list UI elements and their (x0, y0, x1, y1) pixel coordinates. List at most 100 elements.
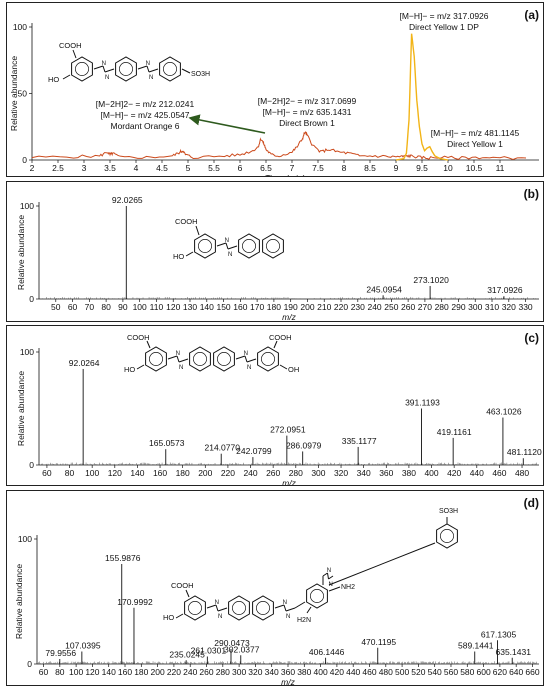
peak-label: 335.1177 (342, 436, 377, 446)
y-axis-label: Relative abundance (16, 215, 26, 290)
ring-2 (115, 56, 137, 82)
x-tick-label: 5 (186, 163, 191, 173)
azo-3-b (327, 572, 329, 580)
azo-1-a (216, 242, 227, 247)
azo-2-n1: N (244, 351, 248, 357)
arrow (188, 114, 266, 134)
x-tick-label: 160 (233, 302, 247, 312)
azo-1-a (167, 355, 178, 360)
peak-label: 92.0265 (112, 195, 143, 205)
ring-5-inner (440, 529, 454, 543)
annotation-line: Direct Brown 1 (279, 118, 335, 128)
cooh-label-1: COOH (127, 333, 150, 342)
x-tick-label: 70 (85, 302, 95, 312)
azo-2-n2: N (247, 365, 251, 371)
bond-ho (185, 251, 194, 257)
x-tick-label: 240 (367, 302, 381, 312)
azo-1-b (176, 355, 180, 363)
y-axis-label: Relative abundance (9, 56, 19, 131)
bond-ring4 (294, 601, 306, 609)
bond-oh (279, 364, 288, 370)
so3h-label: SO3H (191, 71, 210, 78)
ring-4-inner (310, 589, 324, 603)
peak-label: 245.0954 (366, 284, 402, 294)
peak-label: 79.9556 (45, 648, 76, 658)
cooh-label-2: COOH (269, 333, 292, 342)
azo-3-a (322, 572, 328, 577)
annotation-direct-brown: [M−2H]2− = m/z 317.0699[M−H]− = m/z 635.… (258, 96, 357, 128)
annotation-mordant-orange: [M−2H]2− = m/z 212.0241[M−H]− = m/z 425.… (96, 99, 195, 131)
y-tick-label: 100 (20, 201, 34, 211)
peak-label: 481.1120 (507, 447, 542, 457)
ms-spectrum-d: 60 80 100 120 140 160 180 200 220 240 260 280 300 320… (14, 496, 540, 687)
x-tick-label: 6.5 (260, 163, 272, 173)
azo-2-c (148, 68, 159, 73)
cooh-label: COOH (175, 217, 198, 226)
azo-1-n2: N (218, 614, 222, 620)
azo-3-c (328, 575, 334, 580)
ring-3-inner (163, 62, 177, 76)
x-tick-label: 380 (297, 667, 311, 677)
panel-c: 60 80 100 120 140 160 180 200 220 240 260 280 300 320… (6, 325, 544, 488)
x-tick-label: 260 (266, 468, 280, 478)
x-axis-label: m/z (281, 677, 295, 685)
azo-2-b (146, 65, 150, 73)
azo-1-n2: N (228, 252, 232, 258)
x-tick-label: 480 (515, 468, 529, 478)
azo-1-n2: N (105, 75, 109, 81)
structure-c: N N N N COOH HO COOH OH (124, 333, 299, 374)
azo-1-c (227, 245, 238, 250)
x-tick-label: 8.5 (364, 163, 376, 173)
ring-3 (262, 233, 284, 259)
x-tick-label: 440 (470, 468, 484, 478)
bond-h2n (306, 606, 312, 614)
ring-3-inner (256, 601, 270, 615)
x-tick-label: 10.5 (466, 163, 483, 173)
x-tick-label: 60 (39, 667, 49, 677)
bond-cooh-2 (273, 340, 278, 349)
peak-label: 589.1441 (458, 641, 494, 651)
y-tick-label: 100 (13, 22, 27, 32)
x-tick-label: 300 (232, 667, 246, 677)
x-tick-label: 600 (476, 667, 490, 677)
x-tick-label: 340 (357, 468, 371, 478)
azo-2-c (246, 358, 257, 363)
x-tick-label: 200 (198, 468, 212, 478)
x-tick-label: 280 (289, 468, 303, 478)
cooh-label: COOH (59, 41, 82, 50)
x-tick-label: 640 (509, 667, 523, 677)
azo-2-a (274, 604, 285, 609)
ring-2-inner (119, 62, 133, 76)
x-tick-label: 120 (166, 302, 180, 312)
azo-1-c (104, 68, 115, 73)
ho-label: HO (173, 252, 184, 261)
ho-label: HO (163, 613, 174, 622)
x-tick-label: 150 (216, 302, 230, 312)
bond-cooh-1 (146, 340, 151, 349)
panel-label: (a) (524, 8, 539, 22)
azo-2-b (283, 604, 287, 612)
peak-label: 286.0979 (286, 440, 322, 450)
annotation-line: [M−2H]2− = m/z 317.0699 (258, 96, 357, 106)
azo-1-c (178, 358, 189, 363)
peak-label: 470.1195 (361, 637, 396, 647)
x-tick-label: 400 (314, 667, 328, 677)
x-tick-label: 7 (290, 163, 295, 173)
peak-label: 391.1193 (405, 398, 440, 408)
x-tick-label: 420 (447, 468, 461, 478)
ring-1-inner (198, 239, 212, 253)
azo-2-n2: N (149, 75, 153, 81)
x-tick-label: 120 (85, 667, 99, 677)
ring-1 (194, 233, 216, 259)
ho-label: HO (48, 75, 59, 84)
x-tick-label: 340 (265, 667, 279, 677)
panel-a: 2 2.5 3 3.5 4 4.5 5 5.5 6 6.5 7 7.5 8 8.5 9 9.5 10 10.5 11… (6, 2, 544, 183)
ring-2-inner (232, 601, 246, 615)
x-tick-label: 80 (55, 667, 65, 677)
x-tick-label: 60 (68, 302, 78, 312)
bond-ho (175, 613, 184, 619)
x-tick-label: 140 (200, 302, 214, 312)
x-tick-label: 580 (460, 667, 474, 677)
